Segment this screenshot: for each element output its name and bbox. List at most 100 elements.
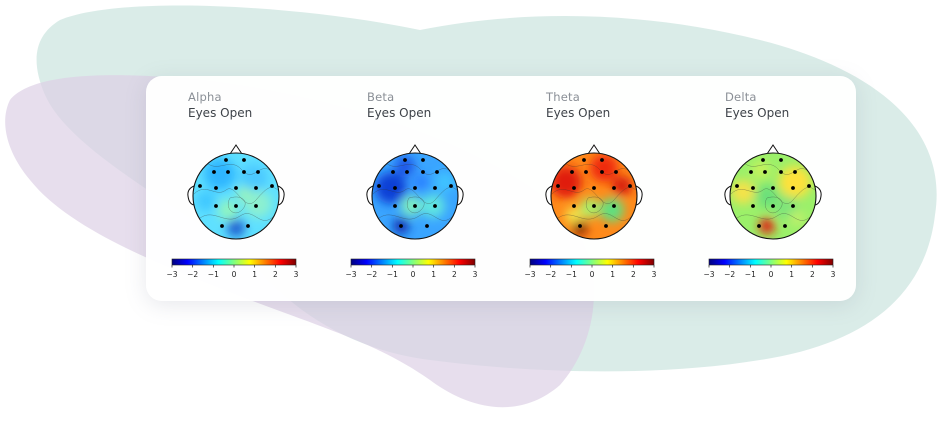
electrode-dot bbox=[779, 158, 783, 162]
band-label: Alpha bbox=[188, 90, 222, 104]
colorbar: −3 −2 −1 0 1 2 3 bbox=[524, 258, 657, 279]
topomap-head bbox=[366, 144, 464, 240]
colorbar-tick-label: −3 bbox=[524, 270, 535, 279]
contour-lines bbox=[551, 161, 637, 221]
colorbar-tick-label: −1 bbox=[208, 270, 219, 279]
electrode-dot bbox=[763, 170, 767, 174]
electrode-dot bbox=[433, 204, 437, 208]
electrode-dot bbox=[234, 204, 238, 208]
panel-theta: Theta Eyes Open −3 −2 −1 0 1 2 3 bbox=[504, 76, 684, 301]
right-ear bbox=[814, 185, 822, 206]
colorbar-tick-label: −2 bbox=[545, 270, 556, 279]
electrode-dot bbox=[771, 204, 775, 208]
left-ear bbox=[187, 185, 195, 206]
nose bbox=[229, 144, 243, 155]
electrode-dot bbox=[600, 170, 604, 174]
colorbar-tick-label: −1 bbox=[566, 270, 577, 279]
colorbar-tick-label: 1 bbox=[789, 270, 794, 279]
electrode-dot bbox=[578, 224, 582, 228]
topomap-fill bbox=[193, 153, 279, 239]
colorbar-tick-label: 3 bbox=[473, 270, 478, 279]
colorbar-gradient bbox=[708, 258, 834, 266]
electrode-dot bbox=[793, 170, 797, 174]
electrode-dot bbox=[771, 186, 775, 190]
colorbar-tick-label: 0 bbox=[769, 270, 774, 279]
electrode-dot bbox=[449, 184, 453, 188]
electrode-dot bbox=[600, 158, 604, 162]
electrode-dot bbox=[421, 158, 425, 162]
condition-label: Eyes Open bbox=[188, 106, 253, 120]
electrode-dot bbox=[254, 186, 258, 190]
electrode-dot bbox=[393, 186, 397, 190]
electrode-dot bbox=[212, 170, 216, 174]
nose bbox=[587, 144, 601, 155]
electrode-dot bbox=[242, 170, 246, 174]
left-ear bbox=[545, 185, 553, 206]
electrode-dot bbox=[270, 184, 274, 188]
electrode-dot bbox=[413, 204, 417, 208]
contour-lines bbox=[730, 161, 816, 221]
electrode-dot bbox=[421, 170, 425, 174]
colorbar-tick-label: −2 bbox=[187, 270, 198, 279]
electrode-dot bbox=[435, 170, 439, 174]
electrode-dot bbox=[242, 158, 246, 162]
nose bbox=[766, 144, 780, 155]
electrode-dot bbox=[399, 224, 403, 228]
contour-lines bbox=[193, 161, 279, 221]
colorbar-tick-label: 0 bbox=[411, 270, 416, 279]
electrode-dot bbox=[393, 204, 397, 208]
colorbar-tick-label: 3 bbox=[652, 270, 657, 279]
colorbar-tick-label: −2 bbox=[724, 270, 735, 279]
electrode-dot bbox=[570, 170, 574, 174]
panel-alpha: Alpha Eyes Open −3 −2 −1 0 1 2 3 bbox=[146, 76, 326, 301]
colorbar-tick-label: 1 bbox=[252, 270, 257, 279]
electrode-dot bbox=[628, 184, 632, 188]
right-ear bbox=[277, 185, 285, 206]
electrode-dot bbox=[749, 170, 753, 174]
electrode-dot bbox=[779, 170, 783, 174]
electrode-dot bbox=[783, 224, 787, 228]
topomap-card: Alpha Eyes Open −3 −2 −1 0 1 2 3 Beta Eyes Ope… bbox=[146, 76, 856, 301]
nose bbox=[408, 144, 422, 155]
right-ear bbox=[635, 185, 643, 206]
colorbar-tick-label: 0 bbox=[232, 270, 237, 279]
electrode-dot bbox=[405, 170, 409, 174]
electrode-dot bbox=[807, 184, 811, 188]
electrode-dot bbox=[214, 186, 218, 190]
electrode-dot bbox=[584, 170, 588, 174]
electrode-dot bbox=[413, 186, 417, 190]
colorbar-tick-label: −3 bbox=[345, 270, 356, 279]
colorbar-tick-label: −1 bbox=[387, 270, 398, 279]
electrode-dot bbox=[224, 158, 228, 162]
colorbar-tick-label: −3 bbox=[703, 270, 714, 279]
electrode-dot bbox=[761, 158, 765, 162]
condition-label: Eyes Open bbox=[367, 106, 432, 120]
colorbar-tick-label: 3 bbox=[831, 270, 836, 279]
electrode-dot bbox=[592, 204, 596, 208]
electrode-dot bbox=[220, 224, 224, 228]
colorbar-tick-label: 3 bbox=[294, 270, 299, 279]
electrode-dot bbox=[735, 184, 739, 188]
electrode-dot bbox=[391, 170, 395, 174]
electrode-dot bbox=[612, 204, 616, 208]
electrode-dot bbox=[751, 186, 755, 190]
topomap-fill bbox=[730, 153, 816, 239]
topomap-head bbox=[545, 144, 643, 240]
electrode-dot bbox=[433, 186, 437, 190]
band-label: Theta bbox=[546, 90, 580, 104]
electrode-dot bbox=[377, 184, 381, 188]
electrode-dot bbox=[425, 224, 429, 228]
electrode-dot bbox=[214, 204, 218, 208]
colorbar-tick-label: −3 bbox=[166, 270, 177, 279]
electrode-dot bbox=[556, 184, 560, 188]
panel-beta: Beta Eyes Open −3 −2 −1 0 1 2 3 bbox=[325, 76, 505, 301]
colorbar-tick-label: −2 bbox=[366, 270, 377, 279]
electrode-dot bbox=[226, 170, 230, 174]
right-ear bbox=[456, 185, 464, 206]
colorbar-gradient bbox=[350, 258, 476, 266]
electrode-dot bbox=[614, 170, 618, 174]
colorbar: −3 −2 −1 0 1 2 3 bbox=[166, 258, 299, 279]
topomap-fill bbox=[551, 153, 637, 239]
condition-label: Eyes Open bbox=[725, 106, 790, 120]
left-ear bbox=[366, 185, 374, 206]
